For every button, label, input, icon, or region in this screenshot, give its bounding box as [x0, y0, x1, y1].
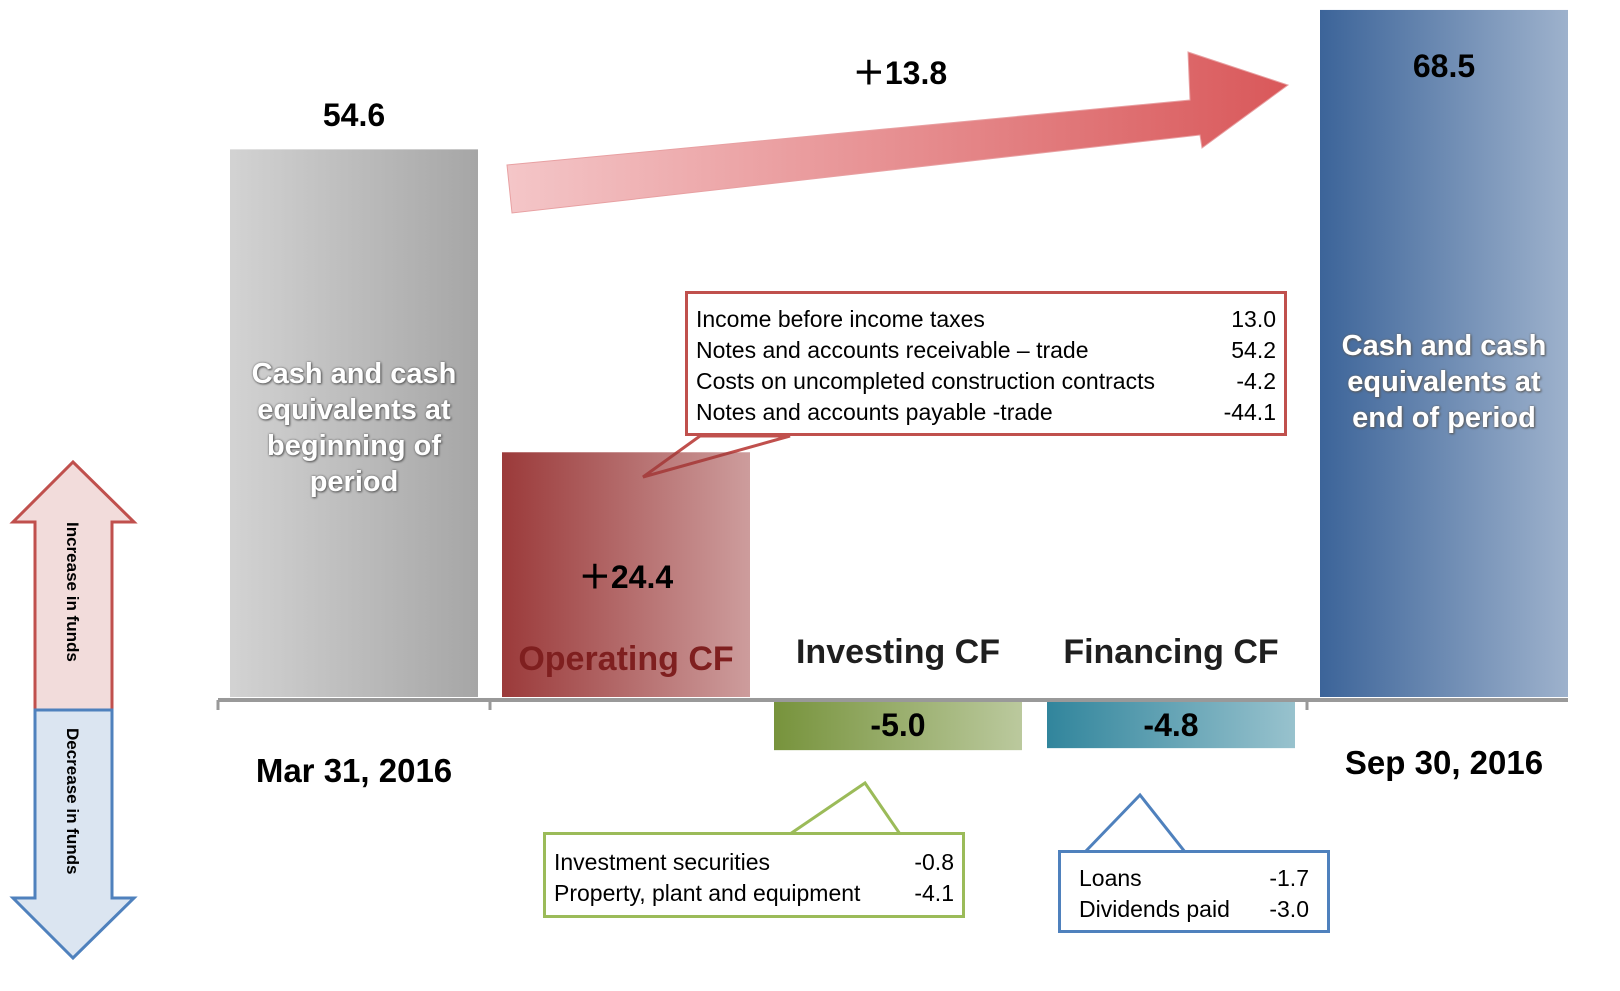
callout-item: Costs on uncompleted construction contra… — [696, 368, 1155, 394]
increase-arrow — [9, 459, 138, 712]
category-label: Investing CF — [795, 633, 1001, 671]
category-label: Financing CF — [1063, 633, 1279, 671]
callout-pointer — [1081, 792, 1189, 854]
legend-label: Increase in funds — [63, 522, 82, 662]
legend-label: Decrease in funds — [63, 728, 82, 875]
callout-item: Notes and accounts payable -trade — [696, 399, 1053, 425]
callout-value: -1.7 — [1269, 865, 1309, 891]
bar — [1320, 9, 1568, 697]
callout-box: Income before income taxes 13.0 Notes and … — [685, 291, 1287, 436]
value-label: -5.0 — [870, 707, 926, 743]
bar — [1047, 700, 1295, 749]
callout-item: Property, plant and equipment — [554, 880, 861, 906]
callout-value: -4.2 — [1236, 368, 1276, 394]
value-label: ＋24.4 — [578, 559, 674, 596]
category-label: Operating CF — [518, 640, 734, 678]
callout-value: 54.2 — [1231, 337, 1276, 363]
callout-item: Investment securities — [554, 849, 771, 875]
callout-value: -0.8 — [914, 849, 954, 875]
callout-item: Dividends paid — [1079, 896, 1230, 922]
change-label: ＋13.8 — [852, 55, 948, 91]
callout-value: -44.1 — [1223, 399, 1276, 425]
value-label: 54.6 — [322, 97, 386, 134]
callout-value: -3.0 — [1269, 896, 1309, 922]
callout-item: Loans — [1079, 865, 1142, 891]
callout-box: Investment securities -0.8 Property, plant… — [543, 832, 965, 918]
callout-item: Income before income taxes — [696, 306, 985, 332]
callout-pointer — [785, 780, 903, 836]
value-label: -4.8 — [1143, 707, 1199, 743]
x-label: Mar 31, 2016 — [255, 752, 453, 789]
bar — [502, 452, 750, 697]
bar — [230, 149, 478, 697]
x-label: Sep 30, 2016 — [1344, 744, 1544, 781]
category-label: Cash and cash equivalents at end of peri… — [1341, 330, 1547, 434]
decrease-arrow — [9, 708, 138, 961]
callout-value: 13.0 — [1231, 306, 1276, 332]
bar — [774, 700, 1022, 751]
value-label: 68.5 — [1412, 47, 1476, 84]
callout-box: Loans -1.7 Dividends paid -3.0 — [1058, 850, 1330, 933]
change-arrow — [506, 51, 1290, 214]
callout-value: -4.1 — [914, 880, 954, 906]
callout-item: Notes and accounts receivable – trade — [696, 337, 1089, 363]
category-label: Cash and cash equivalents at beginning o… — [251, 358, 457, 498]
